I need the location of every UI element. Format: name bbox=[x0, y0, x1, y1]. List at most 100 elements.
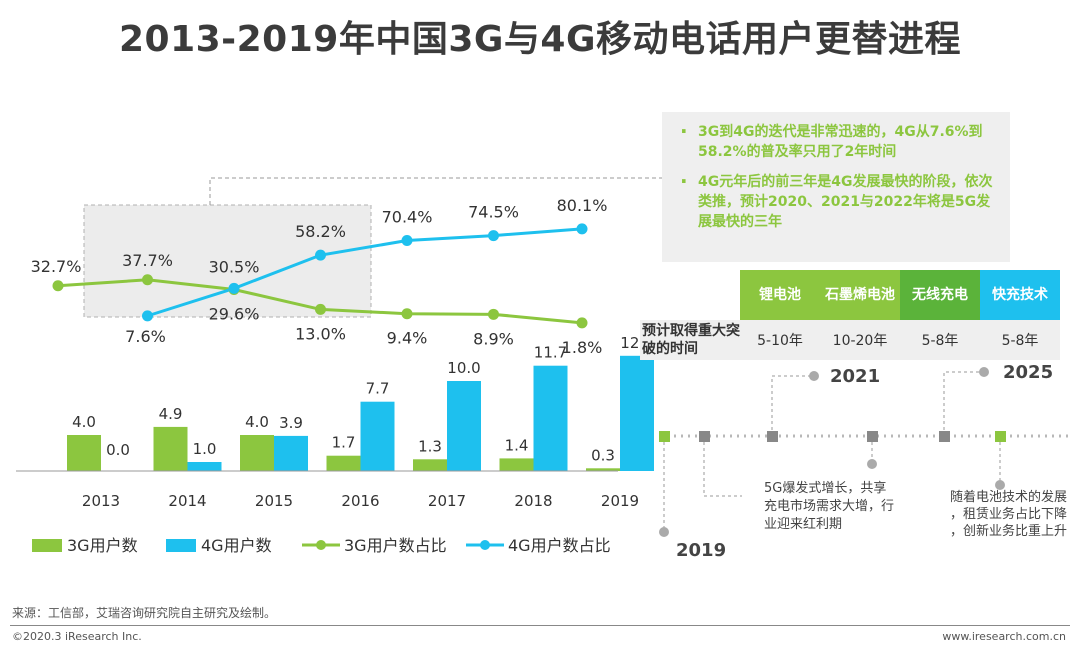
point-3g-share bbox=[315, 303, 326, 315]
table-cell: 10-20年 bbox=[820, 320, 900, 360]
table-header-graphene: 石墨烯电池 bbox=[820, 270, 900, 320]
highlight-box bbox=[83, 204, 372, 318]
table-header-fastcharge: 快充技术 bbox=[980, 270, 1060, 320]
timeline-callout-2025: 随着电池技术的发展，租赁业务占比下降，创新业务比重上升 bbox=[950, 489, 1067, 539]
bar-4g-users bbox=[620, 355, 654, 471]
timeline-node bbox=[659, 431, 670, 442]
point-4g-share bbox=[488, 230, 499, 242]
line-label-3g: 13.0% bbox=[295, 324, 346, 343]
bar-label-4g: 0.0 bbox=[106, 441, 130, 459]
bar-label-3g: 1.3 bbox=[418, 437, 442, 455]
bar-label-4g: 10.0 bbox=[447, 359, 480, 377]
bar-label-3g: 1.7 bbox=[332, 434, 356, 452]
legend-label: 4G用户数 bbox=[201, 536, 272, 555]
bar-3g-users bbox=[586, 468, 620, 471]
timeline-dot bbox=[867, 459, 877, 469]
line-label-4g: 7.6% bbox=[125, 327, 166, 346]
timeline-node bbox=[995, 431, 1006, 442]
table-row-label: 预计取得重大突破的时间 bbox=[640, 320, 740, 360]
line-label-3g: 1.8% bbox=[562, 338, 603, 357]
line-label-3g: 32.7% bbox=[31, 257, 82, 276]
point-4g-share bbox=[576, 223, 588, 235]
table-header-wireless: 无线充电 bbox=[900, 270, 980, 320]
insight-box: 3G到4G的迭代是非常迅速的，4G从7.6%到58.2%的普及率只用了2年时间 … bbox=[662, 112, 1010, 262]
legend-label: 4G用户数占比 bbox=[508, 536, 611, 555]
timeline-year-2019: 2019 bbox=[676, 540, 726, 561]
breakthrough-table: 锂电池 石墨烯电池 无线充电 快充技术 预计取得重大突破的时间 5-10年 10… bbox=[640, 270, 1060, 360]
bar-label-3g: 4.0 bbox=[245, 413, 269, 431]
legend-swatch-dot bbox=[316, 540, 326, 550]
bar-4g-users bbox=[360, 401, 395, 471]
timeline-node bbox=[867, 431, 878, 442]
page-title: 2013-2019年中国3G与4G移动电话用户更替进程 bbox=[118, 19, 962, 60]
bar-label-4g: 11.7 bbox=[534, 344, 567, 362]
point-3g-share bbox=[142, 274, 153, 286]
legend-swatch-dot bbox=[480, 540, 490, 550]
timeline-node bbox=[767, 431, 778, 442]
point-4g-share bbox=[401, 235, 413, 247]
bar-label-4g: 1.0 bbox=[193, 440, 217, 458]
legend-label: 3G用户数占比 bbox=[344, 536, 447, 555]
line-label-3g: 29.6% bbox=[209, 304, 260, 323]
x-tick-label: 2014 bbox=[168, 492, 206, 510]
line-4g-share bbox=[147, 227, 583, 318]
point-3g-share bbox=[488, 308, 499, 320]
insight-note-2: 4G元年后的前三年是4G发展最快的阶段，依次类推，预计2020、2021与202… bbox=[676, 171, 996, 232]
line-label-3g: 9.4% bbox=[387, 329, 428, 348]
bar-label-3g: 1.4 bbox=[505, 436, 529, 454]
point-4g-share bbox=[228, 282, 240, 294]
x-tick-label: 2016 bbox=[341, 492, 379, 510]
timeline-connector bbox=[771, 375, 812, 430]
bar-label-3g: 4.0 bbox=[72, 413, 96, 431]
x-tick-label: 2017 bbox=[428, 492, 466, 510]
point-3g-share bbox=[401, 308, 413, 320]
line-label-4g: 80.1% bbox=[557, 196, 608, 215]
line-label-4g: 74.5% bbox=[468, 203, 519, 222]
site-url: www.iresearch.com.cn bbox=[942, 630, 1066, 643]
timeline-dot bbox=[809, 371, 819, 381]
bar-3g-users bbox=[240, 435, 274, 471]
table-cell: 5-10年 bbox=[740, 320, 820, 360]
bar-label-3g: 0.3 bbox=[591, 446, 615, 464]
bar-4g-users bbox=[447, 381, 481, 471]
timeline-year-2025: 2025 bbox=[1003, 362, 1053, 383]
bar-4g-users bbox=[274, 435, 308, 471]
bar-3g-users bbox=[67, 435, 101, 471]
x-tick-label: 2015 bbox=[255, 492, 293, 510]
bar-label-4g: 7.7 bbox=[366, 380, 390, 398]
point-3g-share bbox=[52, 280, 64, 292]
point-4g-share bbox=[142, 310, 153, 322]
bar-4g-users bbox=[533, 365, 568, 471]
bar-3g-users bbox=[413, 459, 447, 471]
insight-note-1: 3G到4G的迭代是非常迅速的，4G从7.6%到58.2%的普及率只用了2年时间 bbox=[676, 121, 996, 162]
point-3g-share bbox=[576, 317, 588, 329]
bar-label-4g: 3.9 bbox=[279, 414, 303, 432]
legend-label: 3G用户数 bbox=[67, 536, 138, 555]
legend-swatch bbox=[32, 539, 62, 552]
line-label-3g: 37.7% bbox=[122, 251, 173, 270]
timeline-connector bbox=[703, 442, 742, 497]
line-label-3g: 8.9% bbox=[473, 329, 514, 348]
timeline-callout-2021: 5G爆发式增长，共享充电市场需求大增，行业迎来红利期 bbox=[764, 480, 894, 532]
bar-4g-users bbox=[187, 462, 222, 471]
bar-3g-users bbox=[326, 455, 361, 471]
table-cell: 5-8年 bbox=[900, 320, 980, 360]
x-tick-label: 2018 bbox=[514, 492, 552, 510]
timeline-dot bbox=[659, 527, 669, 537]
footer-divider bbox=[10, 625, 1070, 626]
line-label-4g: 30.5% bbox=[209, 257, 260, 276]
timeline-dot bbox=[995, 480, 1005, 490]
source-note: 来源：工信部，艾瑞咨询研究院自主研究及绘制。 bbox=[12, 606, 277, 620]
line-label-4g: 70.4% bbox=[382, 208, 433, 227]
timeline-node bbox=[939, 431, 950, 442]
timeline-dot bbox=[979, 367, 989, 377]
x-tick-label: 2019 bbox=[601, 492, 639, 510]
timeline-node bbox=[699, 431, 710, 442]
bar-label-3g: 4.9 bbox=[159, 405, 183, 423]
point-4g-share bbox=[315, 249, 326, 261]
copyright: ©2020.3 iResearch Inc. bbox=[12, 630, 142, 643]
table-header-lithium: 锂电池 bbox=[740, 270, 820, 320]
bar-3g-users bbox=[153, 426, 188, 471]
timeline-year-2021: 2021 bbox=[830, 366, 880, 387]
